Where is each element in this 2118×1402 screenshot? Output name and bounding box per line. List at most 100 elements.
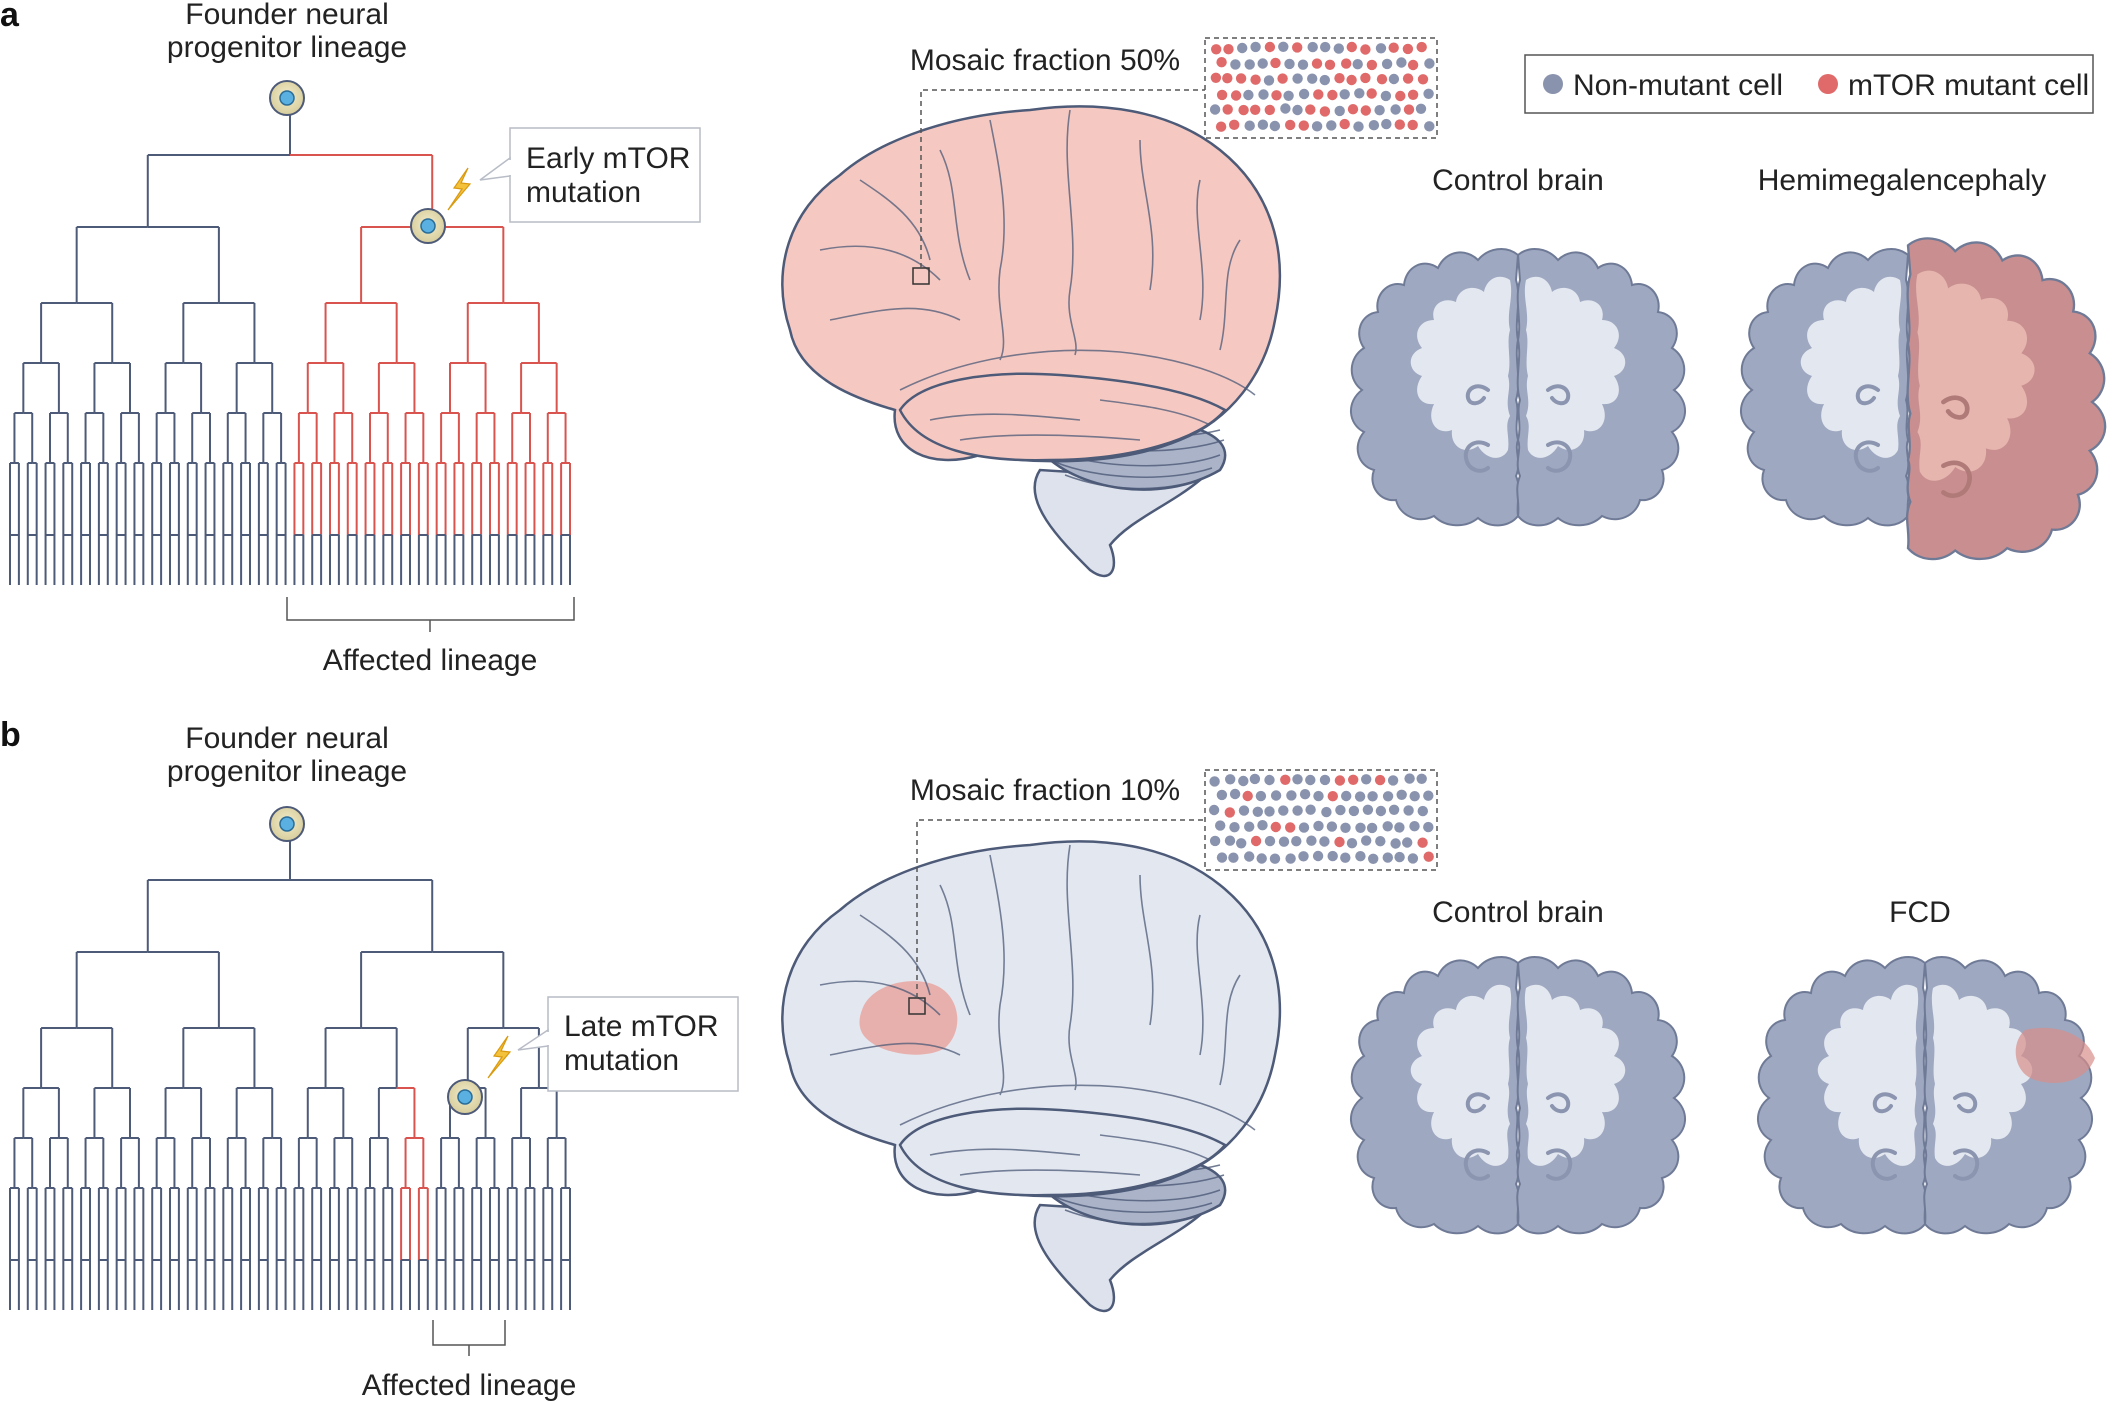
- disease-label-a: Hemimegalencephaly: [1758, 164, 2047, 197]
- non-mutant-cell-dot: [1256, 853, 1267, 864]
- ventricle: [1870, 1148, 1897, 1181]
- non-mutant-cell-dot: [1244, 821, 1255, 832]
- non-mutant-cell-dot: [1230, 59, 1241, 70]
- non-mutant-cell-dot: [1388, 804, 1400, 815]
- legend-swatch-mutant: [1818, 74, 1838, 94]
- non-mutant-cell-dot: [1333, 43, 1345, 54]
- affected-label-b: Affected lineage: [362, 1369, 577, 1402]
- control-label-b: Control brain: [1432, 896, 1604, 929]
- non-mutant-cell-dot: [1424, 58, 1435, 69]
- non-mutant-cell-dot: [1244, 120, 1255, 131]
- non-mutant-cell-dot: [1229, 822, 1240, 833]
- mutant-cell-dot: [1347, 104, 1359, 115]
- mosaic-inset-b: [1204, 769, 1438, 871]
- non-mutant-cell-dot: [1326, 120, 1337, 131]
- non-mutant-cell-dot: [1286, 790, 1297, 801]
- mutant-cell-dot: [1210, 72, 1222, 84]
- mutant-cell-dot: [1216, 57, 1227, 68]
- mutant-cell-b: [447, 1079, 483, 1115]
- mutant-cell-dot: [1230, 90, 1242, 101]
- non-mutant-cell-dot: [1396, 789, 1407, 800]
- non-mutant-cell-dot: [1334, 105, 1345, 117]
- non-mutant-cell-dot: [1340, 852, 1351, 863]
- mutant-cell-dot: [1292, 42, 1303, 53]
- ventricle: [1872, 1092, 1897, 1114]
- mutation-label-line2-a: mutation: [526, 176, 641, 209]
- non-mutant-cell-dot: [1409, 791, 1420, 802]
- mutant-cell-dot: [1407, 119, 1418, 131]
- mutant-cell-dot: [1264, 41, 1276, 53]
- non-mutant-cell-dot: [1257, 820, 1268, 831]
- mutant-cell-dot: [1270, 821, 1282, 833]
- mutation-callout-a: Early mTOR mutation: [479, 127, 701, 223]
- ventricle: [1855, 384, 1880, 406]
- brain-b: [781, 840, 1282, 1313]
- non-mutant-cell-dot: [1375, 805, 1387, 817]
- mutant-cell-dot: [1403, 104, 1415, 115]
- non-mutant-cell-dot: [1292, 805, 1303, 816]
- non-mutant-cell-dot: [1326, 821, 1338, 832]
- mutant-cell-dot: [1423, 851, 1434, 862]
- founder-label-line1-b: Founder neural: [185, 722, 388, 755]
- non-mutant-cell-dot: [1320, 41, 1331, 53]
- non-mutant-cell-dot: [1264, 835, 1276, 847]
- non-mutant-cell-dot: [1269, 853, 1281, 864]
- non-mutant-cell-dot: [1209, 835, 1221, 847]
- mutant-cell-dot: [1280, 774, 1291, 785]
- mutant-cell-dot: [1376, 74, 1388, 85]
- non-mutant-cell-dot: [1354, 88, 1365, 99]
- mutant-cell-dot: [1264, 104, 1276, 116]
- lineage-tree-b: [9, 835, 571, 1310]
- mutant-cell-dot: [1327, 791, 1339, 802]
- non-mutant-cell-dot: [1327, 850, 1338, 862]
- lineage-tree-a: [9, 110, 571, 585]
- non-mutant-cell-dot: [1423, 790, 1434, 801]
- non-mutant-cell-dot: [1367, 791, 1378, 802]
- non-mutant-cell-dot: [1416, 773, 1427, 784]
- mutant-cell-dot: [1407, 89, 1419, 101]
- ventricle: [1465, 1092, 1490, 1114]
- mutant-cell-dot: [1327, 89, 1338, 101]
- mutant-cell-dot: [1341, 58, 1352, 69]
- mutant-cell-dot: [1285, 822, 1296, 833]
- mutant-cell-dot: [1407, 59, 1419, 71]
- mutant-cell-dot: [1319, 106, 1331, 117]
- mutant-cell-dot: [1271, 90, 1282, 101]
- mutant-cell-dot: [1223, 44, 1234, 55]
- mutant-cell-dot: [1417, 74, 1429, 85]
- control-label-a: Control brain: [1432, 164, 1604, 197]
- non-mutant-cell-dot: [1209, 776, 1220, 787]
- non-mutant-cell-dot: [1319, 836, 1330, 847]
- non-mutant-cell-dot: [1238, 775, 1249, 787]
- founder-cell-b: [269, 806, 305, 842]
- affected-label-a: Affected lineage: [323, 644, 538, 677]
- non-mutant-cell-dot: [1257, 58, 1268, 69]
- mutant-cell-dot: [1339, 118, 1350, 130]
- mutant-cell-dot: [1285, 119, 1296, 131]
- ventricle: [1953, 1148, 1980, 1181]
- coronal-hme-left-a: [1740, 248, 1910, 527]
- non-mutant-cell-dot: [1341, 790, 1352, 802]
- non-mutant-cell-dot: [1390, 838, 1401, 849]
- mutation-label-line1-a: Early mTOR: [526, 142, 690, 175]
- mutant-cell-dot: [1402, 43, 1414, 55]
- non-mutant-cell-dot: [1388, 73, 1400, 85]
- non-mutant-cell-dot: [1362, 804, 1374, 815]
- mutant-cell-dot: [1250, 835, 1262, 847]
- white-matter: [1524, 276, 1626, 458]
- lightning-icon: [447, 167, 472, 211]
- mosaic-label-b: Mosaic fraction 10%: [910, 774, 1180, 807]
- non-mutant-cell-dot: [1409, 821, 1420, 832]
- brain-b-lesion: [859, 981, 958, 1055]
- non-mutant-cell-dot: [1229, 788, 1241, 800]
- brain-b-cortex: [781, 840, 1282, 1198]
- mutant-cell-dot: [1402, 73, 1414, 84]
- non-mutant-cell-dot: [1403, 805, 1414, 816]
- mutant-cell-dot: [1216, 89, 1228, 101]
- mutation-label-line1-b: Late mTOR: [564, 1010, 719, 1043]
- non-mutant-cell-dot: [1387, 775, 1399, 786]
- panel-letter-b: b: [0, 716, 21, 754]
- affected-bracket-b: [432, 1320, 506, 1356]
- non-mutant-cell-dot: [1244, 59, 1255, 70]
- non-mutant-cell-dot: [1402, 837, 1413, 848]
